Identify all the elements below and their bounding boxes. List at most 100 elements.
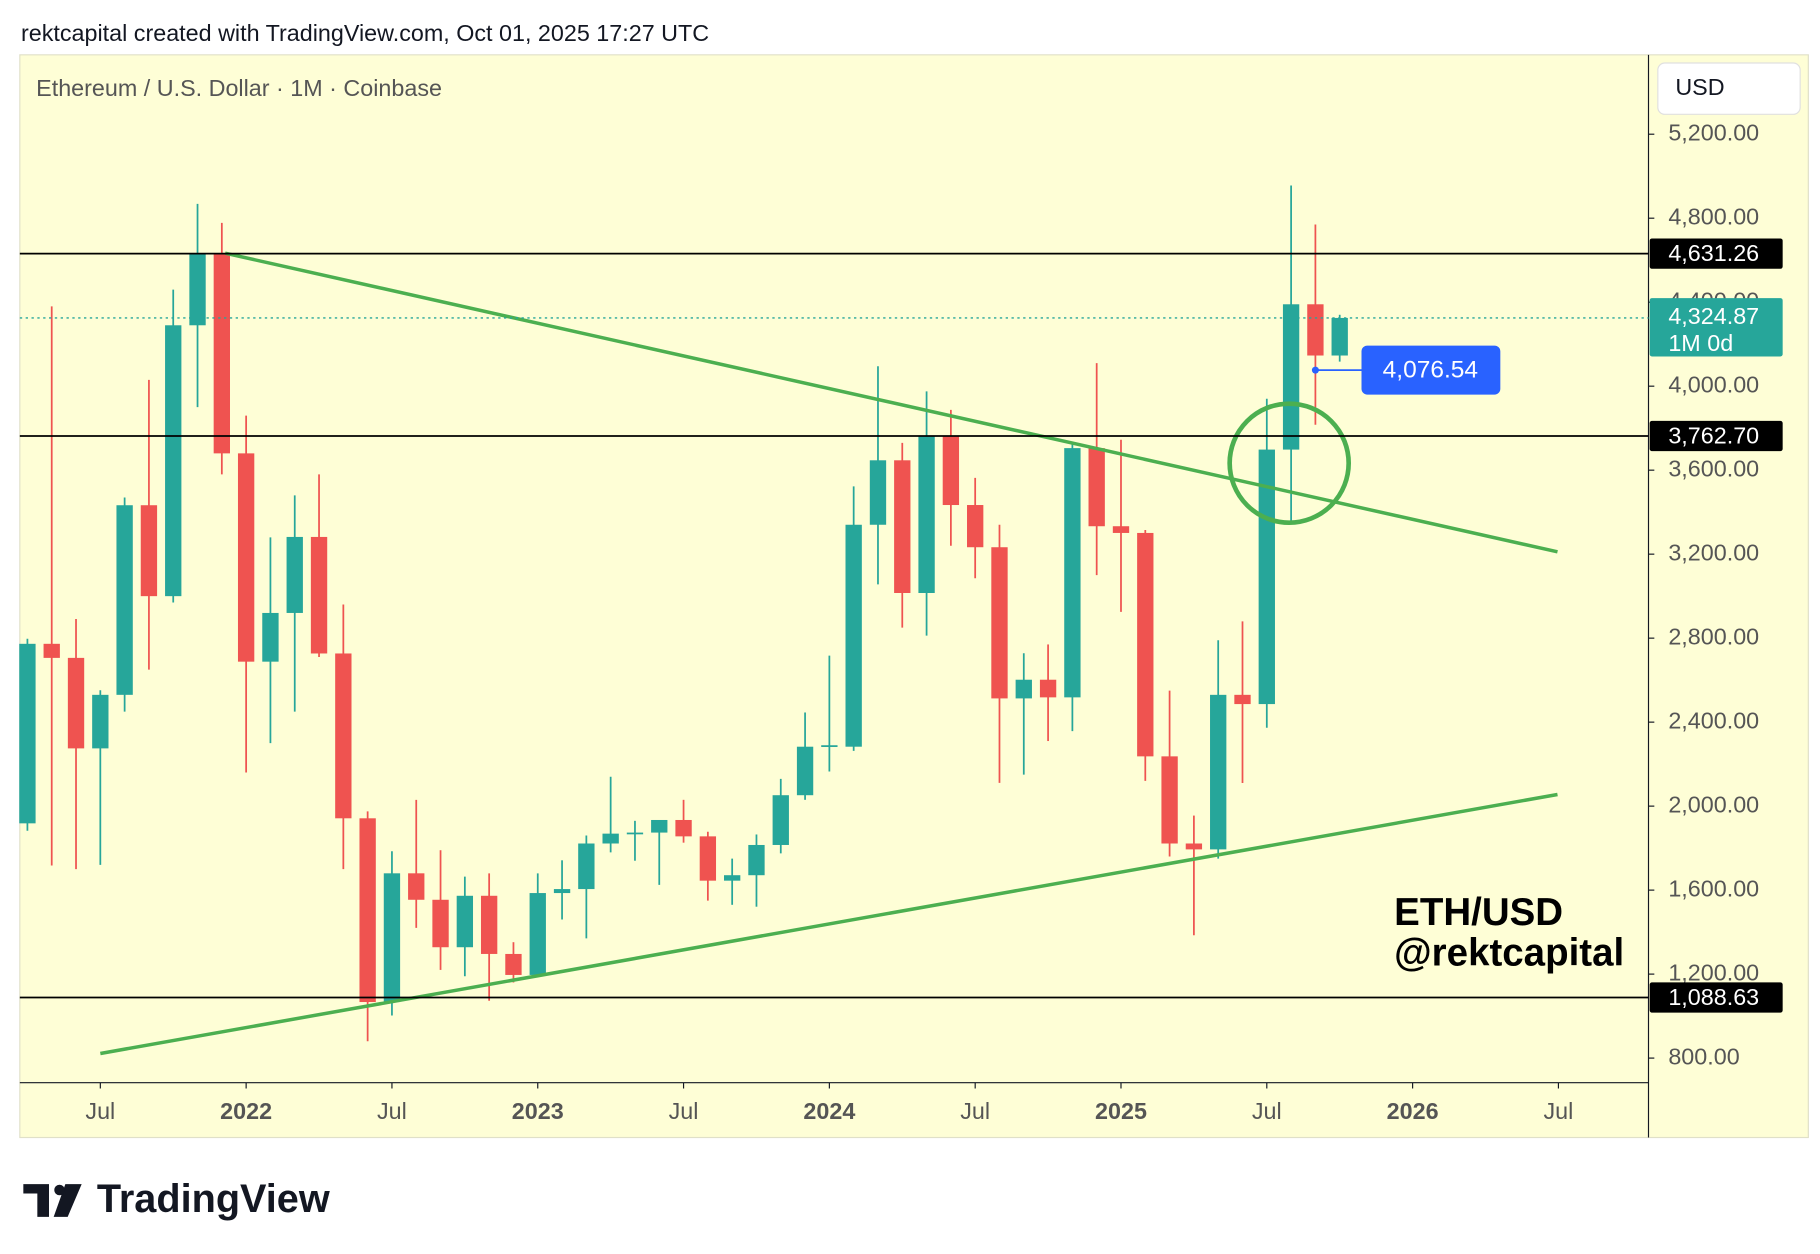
candle-body [189,253,206,326]
y-tick-label: 2,800.00 [1668,623,1759,649]
countdown: 1M 0d [1668,330,1733,356]
candle-body [1307,304,1324,356]
y-tick-label: 3,600.00 [1668,455,1759,481]
logo-mark [23,1184,82,1217]
candle-body [140,505,158,597]
candle-body [165,325,182,597]
candle-body [1185,843,1203,850]
y-tick-label: 800.00 [1668,1043,1739,1069]
marker-box [1361,345,1501,395]
x-tick-label: Jul [377,1098,407,1124]
candle-body [262,612,279,662]
candle-body [1064,448,1081,698]
candle-body [67,657,85,749]
candle-body [480,895,498,954]
plot [19,185,1348,1042]
annotation: @rektcapital [1394,932,1624,975]
candle-body [723,875,741,881]
candle-body [1088,448,1105,527]
candle-body [432,899,449,948]
candle-body [578,843,595,890]
lower-trendline [100,792,1558,1056]
candle-body [116,505,133,695]
candle-body [991,547,1008,699]
x-tick-label: 2024 [803,1098,855,1124]
candle-body [19,643,36,824]
x-tick-label: 2025 [1095,1098,1147,1124]
candle-body [335,653,352,819]
candle-body [92,694,109,749]
candle-body [408,873,425,900]
annotation: ETH/USD [1394,891,1563,934]
candle-body [821,745,838,747]
candle-body [748,844,765,876]
level-label-box [1649,420,1783,452]
marker-dot [1311,366,1319,374]
y-tick-label: 5,200.00 [1668,119,1759,145]
candle-body [529,893,546,975]
chart-title: Ethereum / U.S. Dollar · 1M · Coinbase [36,75,442,101]
y-tick-label: 2,400.00 [1668,707,1759,733]
candle-body [383,873,401,1003]
candle-body [845,524,862,747]
highlight-circle [1227,401,1351,525]
brand: TradingView [97,1177,330,1221]
header: rektcapital created with TradingView.com… [21,20,709,46]
x-tick-label: 2026 [1387,1098,1439,1124]
candle-body [505,953,522,975]
candle-body [1015,679,1032,699]
y-tick-label: 2,000.00 [1668,791,1759,817]
candle-body [1331,317,1348,356]
y-tick-label: 1,600.00 [1668,875,1759,901]
candle-body [1258,449,1275,705]
x-tick-label: Jul [960,1098,990,1124]
currency-box[interactable] [1657,62,1801,115]
candle-body [772,795,789,845]
candle-body [1161,756,1178,844]
candle-body [967,505,984,548]
candle-body [359,818,376,1003]
x-tick-label: 2023 [512,1098,564,1124]
candle-body [310,536,328,654]
current-price-label: 4,324.87 [1668,303,1759,329]
candle-body [869,460,887,525]
candle-body [1210,694,1227,850]
current-price-box [1649,298,1783,357]
x-tick-label: Jul [85,1098,115,1124]
y-tick-label: 3,200.00 [1668,539,1759,565]
candle-body [1039,679,1057,698]
candle-body [651,819,668,833]
brand-logo: TradingView [23,1177,330,1221]
candle-body [894,460,911,594]
x-tick-label: 2022 [220,1098,272,1124]
candle-body [918,435,935,594]
candle-body [456,895,474,948]
x-tick-label: Jul [669,1098,699,1124]
candle-body [675,819,692,837]
candle-body [796,746,814,796]
candle-body [1234,694,1251,705]
marker-label: 4,076.54 [1383,357,1478,384]
level-label: 1,088.63 [1668,984,1759,1010]
candle-body [1282,304,1300,450]
candle-body [237,453,255,662]
x-tick-label: Jul [1252,1098,1282,1124]
level-label: 4,631.26 [1668,240,1759,266]
logo-dot [54,1184,65,1196]
candle-body [1137,532,1154,757]
y-tick-label: 1,200.00 [1668,959,1759,985]
y-tick-label: 4,000.00 [1668,371,1759,397]
level-label-box [1649,982,1783,1013]
candle-body [43,643,60,658]
currency: USD [1675,74,1724,100]
candle-body [286,536,303,613]
level-label-box [1649,238,1783,269]
y-tick-label: 4,800.00 [1668,203,1759,229]
candle-body [626,832,644,835]
level-label: 3,762.70 [1668,422,1759,448]
candle-body [942,435,960,506]
candle-body [699,836,717,881]
candle-body [1112,526,1130,533]
x-tick-label: Jul [1544,1098,1574,1124]
